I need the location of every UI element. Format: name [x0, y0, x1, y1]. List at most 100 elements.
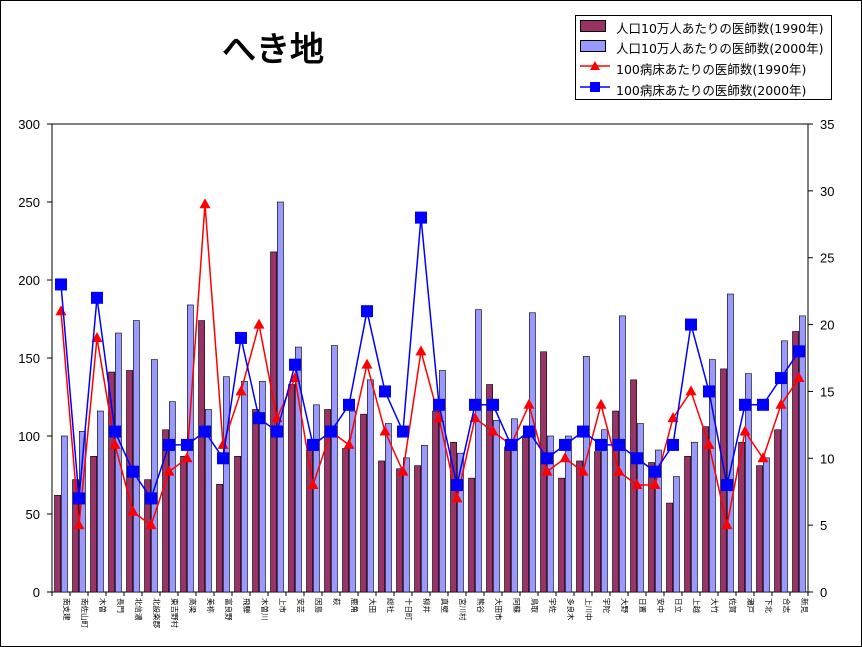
point-1990 — [487, 425, 499, 436]
y-tick-label: 0 — [33, 585, 40, 600]
x-tick-label: 合志 — [782, 598, 792, 613]
point-2000 — [487, 398, 499, 411]
bar-2000 — [169, 401, 176, 593]
bar-2000 — [420, 445, 428, 593]
bar-1990 — [612, 410, 619, 593]
bar-2000 — [672, 476, 680, 593]
point-1990 — [631, 479, 643, 490]
x-tick-label: 東吉野村 — [170, 598, 180, 628]
x-tick-label: 鹿角 — [350, 598, 360, 613]
x-tick-label: 大田市 — [494, 598, 504, 621]
x-tick-label: 柳井 — [422, 598, 432, 613]
point-2000 — [253, 412, 265, 425]
x-tick-label: 下北 — [764, 598, 773, 613]
bar-2000 — [798, 315, 806, 593]
bar-1990 — [396, 468, 403, 593]
point-2000 — [775, 372, 787, 385]
point-1990 — [199, 198, 211, 209]
bar-2000 — [564, 435, 572, 593]
bar-1990 — [738, 441, 745, 593]
bar-2000 — [510, 418, 518, 593]
bar-2000 — [690, 441, 698, 593]
chart-legend: 人口10万人あたりの医師数(1990年) 人口10万人あたりの医師数(2000年… — [575, 15, 832, 100]
x-tick-label: 日立 — [674, 598, 684, 613]
x-tick-label: 南佐山町 — [80, 598, 90, 628]
point-2000 — [163, 438, 175, 451]
bar-1990 — [342, 448, 349, 593]
x-tick-label: 高梁 — [188, 598, 198, 613]
point-2000 — [379, 385, 391, 398]
y2-tick-label: 35 — [820, 117, 834, 132]
point-1990 — [163, 465, 175, 476]
point-2000 — [415, 211, 427, 224]
y-tick-label: 150 — [18, 351, 40, 366]
point-2000 — [613, 438, 625, 451]
bar-1990 — [774, 429, 781, 593]
legend-label: 100病床あたりの医師数(2000年) — [616, 83, 807, 98]
bar-2000 — [384, 423, 392, 593]
bar-1990 — [108, 371, 115, 593]
bar-1990 — [324, 409, 331, 593]
x-tick-label: 北設楽郡 — [152, 598, 162, 628]
bar-1990 — [504, 446, 511, 593]
x-tick-label: 阿蘇 — [512, 598, 522, 613]
bar-2000 — [780, 340, 788, 593]
x-tick-label: 大竹 — [710, 598, 720, 613]
point-2000 — [505, 438, 517, 451]
point-1990 — [559, 452, 571, 463]
bar-2000 — [276, 201, 284, 593]
point-2000 — [793, 345, 805, 358]
point-2000 — [595, 438, 607, 451]
bar-2000 — [762, 457, 770, 593]
bar-1990 — [576, 460, 583, 593]
point-2000 — [289, 358, 301, 371]
bar-2000 — [492, 420, 500, 593]
bar-1990 — [180, 455, 187, 593]
legend-swatch-bar-1990 — [580, 20, 606, 32]
point-2000 — [757, 398, 769, 411]
bar-1990 — [522, 437, 529, 593]
bar-2000 — [600, 429, 608, 593]
point-2000 — [559, 438, 571, 451]
x-tick-label: 美祢 — [206, 598, 216, 613]
point-1990 — [235, 385, 247, 396]
bar-2000 — [60, 435, 68, 593]
x-tick-label: 鳥取 — [530, 598, 540, 613]
point-2000 — [451, 479, 463, 492]
y2-tick-label: 10 — [820, 451, 834, 466]
x-tick-label: 宇陀 — [602, 598, 612, 613]
bar-1990 — [468, 477, 475, 593]
bar-2000 — [528, 312, 536, 593]
point-1990 — [91, 331, 103, 342]
bar-2000 — [241, 381, 248, 593]
point-2000 — [433, 398, 445, 411]
point-2000 — [217, 452, 229, 465]
x-tick-label: 瀬戸 — [746, 598, 756, 613]
bar-2000 — [205, 409, 212, 593]
point-2000 — [109, 425, 121, 438]
point-1990 — [73, 519, 85, 530]
bar-1990 — [90, 455, 97, 593]
legend-item-line-2000: 100病床あたりの医師数(2000年) — [576, 78, 831, 98]
y2-tick-label: 0 — [820, 585, 827, 600]
point-1990 — [739, 425, 751, 436]
bar-1990 — [144, 479, 151, 593]
x-tick-label: 飛騨 — [242, 598, 251, 613]
point-2000 — [343, 398, 355, 411]
point-2000 — [631, 452, 643, 465]
bar-2000 — [97, 410, 104, 593]
point-2000 — [397, 425, 409, 438]
bar-2000 — [79, 431, 86, 593]
point-1990 — [307, 479, 319, 490]
point-1990 — [577, 465, 589, 476]
point-1990 — [217, 438, 229, 449]
x-tick-label: 安芸 — [296, 598, 306, 613]
point-2000 — [667, 438, 679, 451]
legend-swatch-line-1990 — [580, 61, 610, 70]
bar-1990 — [594, 451, 601, 593]
x-tick-label: 南支建 — [62, 598, 72, 621]
bar-1990 — [684, 455, 691, 593]
x-tick-label: 宇佐 — [548, 598, 558, 613]
point-1990 — [721, 519, 733, 530]
